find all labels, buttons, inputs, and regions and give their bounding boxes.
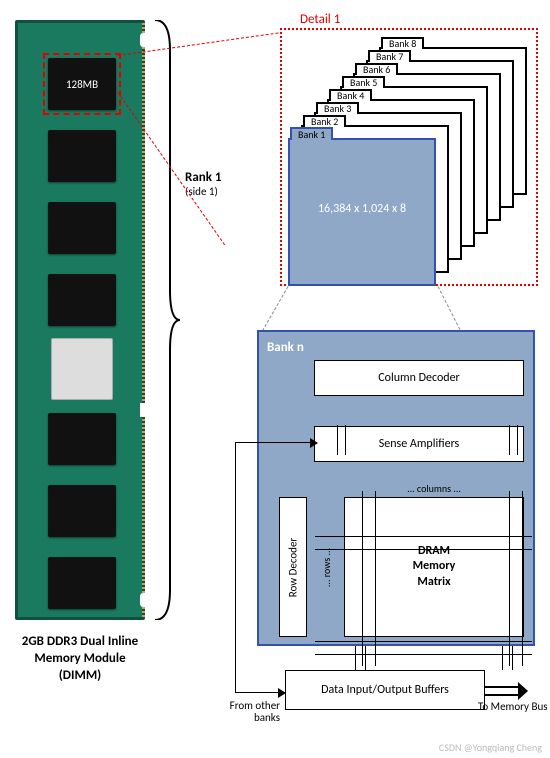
rank-label: Rank 1 (side 1) (185, 170, 221, 198)
bank-tab-5: Bank 5 (342, 76, 385, 88)
dimm-board: 128MB (15, 20, 145, 620)
dimm-notch (140, 403, 146, 417)
caption-l1: 2GB DDR3 Dual Inline (12, 634, 148, 651)
brace-icon (150, 20, 180, 620)
rows-label: ... rows ... (317, 497, 337, 637)
column-decoder: Column Decoder (314, 360, 524, 396)
bank-tab-6: Bank 6 (355, 63, 398, 75)
dram-chip-4 (48, 274, 116, 326)
caption-l3: (DIMM) (12, 668, 148, 685)
bank-tab-3: Bank 3 (316, 102, 359, 114)
dimm-pins (142, 23, 145, 617)
columns-label: ... columns ... (344, 482, 524, 495)
dram-chip-5 (48, 413, 116, 465)
ext-wire-v (235, 442, 236, 692)
dram-chip-6 (48, 485, 116, 537)
dimm-notch-bottom (140, 593, 146, 607)
caption-l2: Memory Module (12, 651, 148, 668)
bank-tab-2: Bank 2 (303, 115, 346, 127)
from-banks-label: From other banks (218, 700, 280, 724)
bank-tab-1: Bank 1 (290, 127, 333, 140)
io-vline-2b (512, 646, 513, 670)
arrowhead-sense (310, 438, 318, 448)
dram-chip-2 (48, 130, 116, 182)
io-vline-1b (365, 646, 366, 670)
dram-chip-3 (48, 202, 116, 254)
dram-chip-7 (48, 557, 116, 609)
ext-wire-h (235, 442, 310, 443)
highlight-rect (43, 53, 121, 115)
watermark: CSDN @Yongqiang Cheng (439, 741, 542, 754)
io-vline-2a (502, 646, 503, 670)
controller-chip (51, 338, 113, 400)
bank-tab-8: Bank 8 (381, 37, 424, 49)
bus-line-1 (485, 686, 521, 688)
bank-detail: Bank n Column Decoder Sense Amplifiers .… (257, 330, 535, 646)
bank-tab-7: Bank 7 (368, 50, 411, 62)
bank-title: Bank n (267, 340, 525, 355)
io-buffers: Data Input/Output Buffers (285, 670, 485, 710)
bank-size-text: 16,384 x 1,024 x 8 (290, 202, 434, 216)
bank-tab-4: Bank 4 (329, 89, 372, 101)
callout-bl (260, 286, 289, 335)
rank-main: Rank 1 (185, 170, 221, 185)
bus-line-2 (485, 694, 521, 696)
to-bus-label: To Memory Bus (478, 700, 548, 713)
arrowhead-bus (518, 682, 528, 700)
detail-label: Detail 1 (300, 12, 340, 27)
io-vline-1a (355, 646, 356, 670)
dimm-caption: 2GB DDR3 Dual Inline Memory Module (DIMM… (12, 634, 148, 685)
row-decoder: Row Decoder (279, 497, 307, 637)
dram-matrix: DRAM Memory Matrix (344, 497, 524, 637)
dimm-notch-top (140, 33, 146, 47)
bank-card-1: Bank 1 16,384 x 1,024 x 8 (288, 138, 436, 286)
